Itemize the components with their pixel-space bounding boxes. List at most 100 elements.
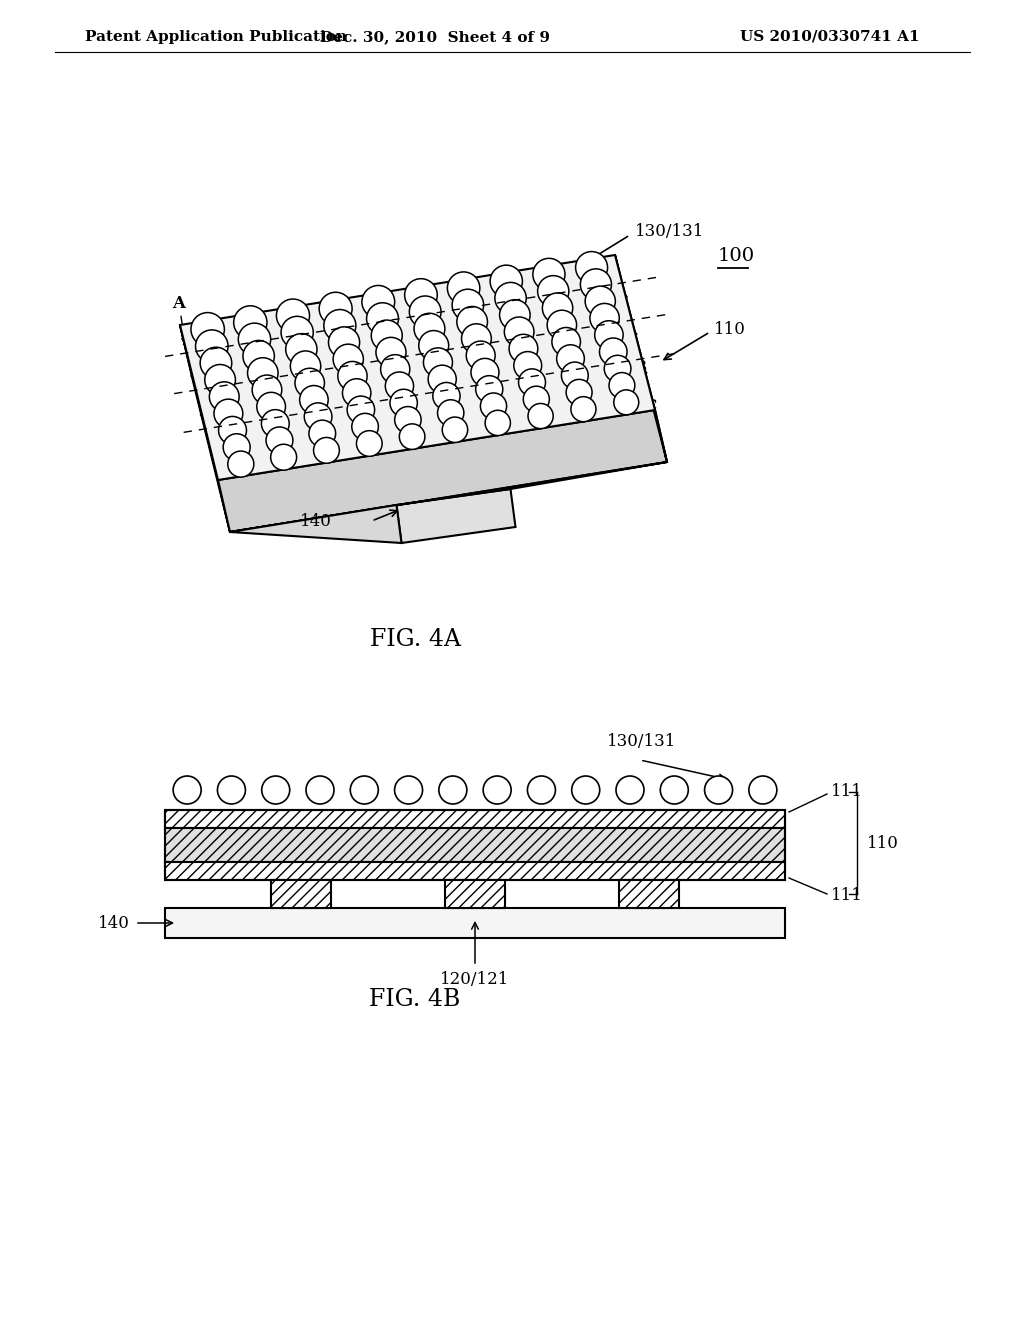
Circle shape <box>205 364 236 395</box>
Circle shape <box>214 399 243 428</box>
Circle shape <box>248 358 279 388</box>
Circle shape <box>476 376 503 403</box>
Circle shape <box>581 269 611 300</box>
Circle shape <box>571 776 600 804</box>
Circle shape <box>410 296 441 327</box>
Text: 111: 111 <box>831 887 863 904</box>
Circle shape <box>257 392 286 421</box>
Text: 111: 111 <box>831 784 863 800</box>
Circle shape <box>270 445 297 470</box>
Circle shape <box>239 323 270 355</box>
Circle shape <box>585 286 615 317</box>
Circle shape <box>361 285 394 318</box>
Circle shape <box>356 430 382 457</box>
Circle shape <box>217 776 246 804</box>
Bar <box>165 810 785 828</box>
Circle shape <box>609 372 635 399</box>
Circle shape <box>532 259 565 290</box>
Circle shape <box>485 411 510 436</box>
Circle shape <box>367 302 398 335</box>
Text: 140: 140 <box>300 512 332 529</box>
Circle shape <box>342 379 371 407</box>
Polygon shape <box>180 325 230 532</box>
Circle shape <box>442 417 468 442</box>
Circle shape <box>300 385 328 414</box>
Circle shape <box>352 413 379 440</box>
Text: 130/131: 130/131 <box>607 733 677 750</box>
Circle shape <box>390 389 418 417</box>
Circle shape <box>262 776 290 804</box>
Circle shape <box>447 272 480 305</box>
Circle shape <box>462 323 492 354</box>
Circle shape <box>495 282 526 314</box>
Circle shape <box>218 416 247 445</box>
Text: 130/131: 130/131 <box>635 223 705 240</box>
Circle shape <box>243 341 274 372</box>
Circle shape <box>424 348 453 378</box>
Circle shape <box>514 351 542 379</box>
Circle shape <box>309 420 336 447</box>
Circle shape <box>324 310 356 342</box>
Text: FIG. 4B: FIG. 4B <box>370 989 461 1011</box>
Circle shape <box>190 313 224 346</box>
Text: 110: 110 <box>867 834 899 851</box>
Circle shape <box>575 252 607 284</box>
Text: 140: 140 <box>98 915 130 932</box>
Circle shape <box>173 776 201 804</box>
Polygon shape <box>230 462 667 532</box>
Polygon shape <box>615 255 667 462</box>
Circle shape <box>571 397 596 421</box>
Circle shape <box>500 300 530 330</box>
Circle shape <box>523 387 549 412</box>
Circle shape <box>480 393 507 420</box>
Text: Patent Application Publication: Patent Application Publication <box>85 30 347 44</box>
Circle shape <box>528 404 553 429</box>
Circle shape <box>543 293 572 323</box>
Circle shape <box>200 347 231 379</box>
Circle shape <box>414 313 444 345</box>
Text: 100: 100 <box>718 247 755 265</box>
Circle shape <box>613 389 639 414</box>
Circle shape <box>291 351 321 381</box>
Circle shape <box>233 306 267 339</box>
Circle shape <box>433 383 460 409</box>
Circle shape <box>483 776 511 804</box>
Bar <box>165 810 785 880</box>
Circle shape <box>604 355 631 381</box>
Circle shape <box>705 776 732 804</box>
Circle shape <box>518 368 546 396</box>
Circle shape <box>552 327 581 356</box>
Circle shape <box>276 300 309 333</box>
Circle shape <box>428 366 457 393</box>
Circle shape <box>527 776 555 804</box>
Circle shape <box>227 451 254 477</box>
Circle shape <box>319 292 352 325</box>
Circle shape <box>350 776 378 804</box>
Circle shape <box>399 424 425 449</box>
Text: 110: 110 <box>714 322 745 338</box>
Circle shape <box>266 426 293 454</box>
Circle shape <box>404 279 437 312</box>
Circle shape <box>306 776 334 804</box>
Circle shape <box>286 334 317 364</box>
Circle shape <box>566 379 592 405</box>
Circle shape <box>547 310 577 339</box>
Polygon shape <box>180 255 655 480</box>
Circle shape <box>538 276 569 306</box>
Circle shape <box>261 409 289 437</box>
Text: FIG. 4A: FIG. 4A <box>370 628 461 652</box>
Bar <box>165 908 785 939</box>
Circle shape <box>616 776 644 804</box>
Circle shape <box>457 306 487 337</box>
Text: B: B <box>181 333 196 350</box>
Circle shape <box>347 396 375 424</box>
Text: B: B <box>633 359 646 376</box>
Circle shape <box>437 400 464 426</box>
Circle shape <box>209 381 240 412</box>
Circle shape <box>419 330 449 360</box>
Bar <box>618 880 679 908</box>
Circle shape <box>453 289 483 321</box>
Circle shape <box>749 776 777 804</box>
Circle shape <box>471 358 499 387</box>
Circle shape <box>660 776 688 804</box>
